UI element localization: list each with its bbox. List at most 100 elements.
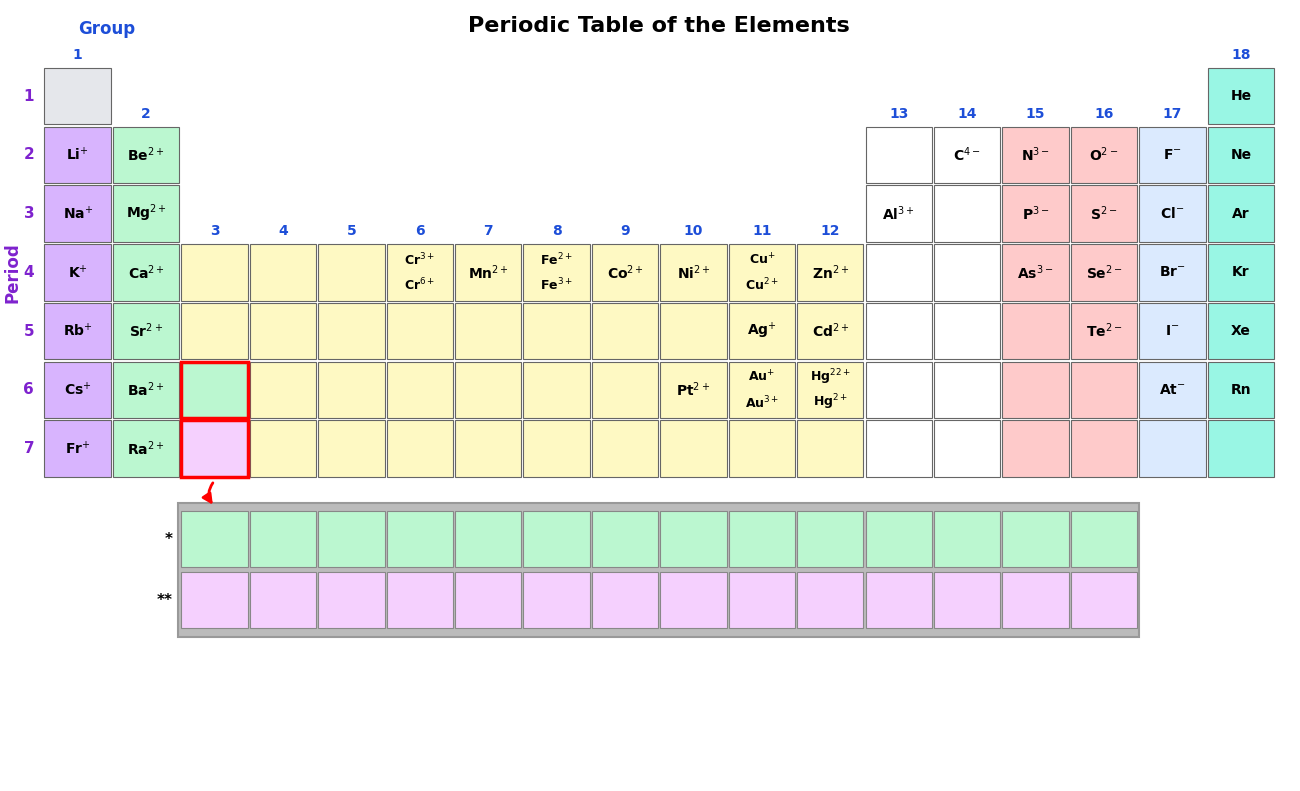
Text: Ar: Ar	[1232, 206, 1249, 221]
Text: Br$^{−}$: Br$^{−}$	[1160, 265, 1186, 279]
Bar	[318, 361, 385, 418]
Bar	[318, 303, 385, 359]
Bar	[660, 244, 727, 301]
Bar	[250, 420, 316, 477]
Text: 14: 14	[957, 107, 976, 120]
Text: *: *	[165, 532, 173, 547]
Text: Rb$^{+}$: Rb$^{+}$	[62, 323, 92, 340]
Text: 12: 12	[820, 224, 840, 238]
Bar	[592, 361, 658, 418]
Bar	[250, 303, 316, 359]
Text: 8: 8	[551, 224, 562, 238]
Text: As$^{3−}$: As$^{3−}$	[1018, 263, 1054, 282]
Bar	[181, 572, 248, 628]
Bar	[1208, 127, 1274, 183]
Bar	[181, 511, 248, 567]
Bar	[1071, 127, 1138, 183]
Bar	[455, 303, 521, 359]
Bar	[386, 420, 452, 477]
Bar	[318, 420, 385, 477]
Bar	[933, 361, 1000, 418]
Bar	[729, 244, 796, 301]
Text: Li$^{+}$: Li$^{+}$	[66, 146, 88, 164]
Text: Te$^{2−}$: Te$^{2−}$	[1086, 322, 1122, 340]
Bar	[1139, 127, 1205, 183]
Text: F$^{−}$: F$^{−}$	[1164, 148, 1182, 162]
Text: Na$^{+}$: Na$^{+}$	[62, 205, 92, 222]
Text: Rn: Rn	[1231, 383, 1251, 397]
Bar	[1071, 420, 1138, 477]
Bar	[933, 127, 1000, 183]
Bar	[866, 420, 932, 477]
Text: 11: 11	[753, 224, 772, 238]
Text: 2: 2	[142, 107, 151, 120]
Bar	[113, 185, 179, 242]
Bar	[592, 303, 658, 359]
Bar	[1071, 185, 1138, 242]
Bar	[660, 572, 727, 628]
Text: 10: 10	[684, 224, 703, 238]
Text: Fe$^{2+}$: Fe$^{2+}$	[541, 252, 573, 268]
Text: Mg$^{2+}$: Mg$^{2+}$	[126, 202, 166, 225]
Text: Group: Group	[78, 20, 135, 38]
Bar	[866, 572, 932, 628]
Text: Sr$^{2+}$: Sr$^{2+}$	[129, 322, 162, 340]
Bar	[1071, 511, 1138, 567]
Bar	[797, 303, 863, 359]
Text: Pt$^{2+}$: Pt$^{2+}$	[676, 380, 711, 399]
Text: 5: 5	[23, 324, 34, 339]
Text: At$^{−}$: At$^{−}$	[1160, 383, 1186, 397]
Bar	[1139, 244, 1205, 301]
Text: He: He	[1230, 89, 1252, 103]
Text: Cs$^{+}$: Cs$^{+}$	[64, 381, 91, 399]
Text: Ca$^{2+}$: Ca$^{2+}$	[127, 263, 165, 282]
Bar	[44, 185, 111, 242]
Text: 1: 1	[73, 47, 82, 62]
Text: I$^{−}$: I$^{−}$	[1165, 324, 1179, 338]
Bar	[1139, 303, 1205, 359]
Bar	[181, 361, 248, 418]
Bar	[386, 303, 452, 359]
Bar	[866, 303, 932, 359]
Bar	[386, 244, 452, 301]
Text: Cr$^{6+}$: Cr$^{6+}$	[404, 277, 436, 293]
Bar	[524, 420, 590, 477]
Text: 4: 4	[23, 265, 34, 280]
Text: **: **	[157, 592, 173, 607]
Bar	[797, 361, 863, 418]
Text: Au$^{+}$: Au$^{+}$	[749, 369, 775, 384]
Bar	[1139, 361, 1205, 418]
Text: 7: 7	[23, 441, 34, 456]
Bar	[660, 511, 727, 567]
Bar	[797, 420, 863, 477]
Text: Cr$^{3+}$: Cr$^{3+}$	[404, 252, 436, 268]
Text: 3: 3	[209, 224, 220, 238]
Bar	[1208, 303, 1274, 359]
Text: Xe: Xe	[1231, 324, 1251, 338]
Text: S$^{2−}$: S$^{2−}$	[1091, 204, 1118, 223]
Bar	[866, 244, 932, 301]
Bar	[113, 361, 179, 418]
Text: Periodic Table of the Elements: Periodic Table of the Elements	[468, 17, 850, 36]
Bar	[933, 303, 1000, 359]
Text: 13: 13	[889, 107, 909, 120]
Bar	[729, 420, 796, 477]
Text: Period: Period	[4, 242, 21, 303]
Bar	[455, 361, 521, 418]
Bar	[1071, 303, 1138, 359]
Bar	[524, 361, 590, 418]
Bar	[592, 420, 658, 477]
Bar	[1002, 244, 1069, 301]
Bar	[524, 244, 590, 301]
FancyArrowPatch shape	[203, 483, 213, 502]
Text: O$^{2−}$: O$^{2−}$	[1089, 146, 1118, 164]
Bar	[524, 303, 590, 359]
Text: Kr: Kr	[1232, 265, 1249, 279]
Bar	[250, 244, 316, 301]
Bar	[318, 511, 385, 567]
Bar	[181, 303, 248, 359]
Bar	[44, 244, 111, 301]
Bar	[729, 572, 796, 628]
Bar	[660, 420, 727, 477]
Bar	[113, 420, 179, 477]
